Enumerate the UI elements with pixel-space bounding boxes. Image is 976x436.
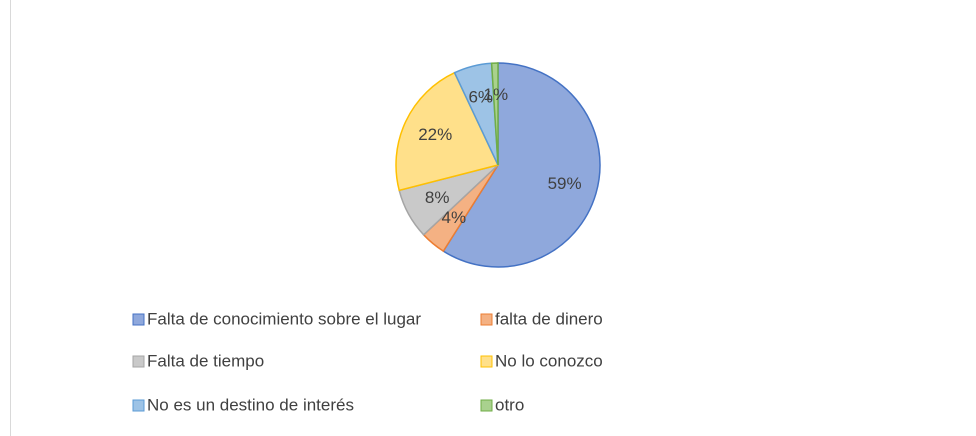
pie-slice (490, 62, 499, 166)
legend-label: otro (495, 395, 524, 414)
legend-label: Falta de tiempo (147, 351, 264, 370)
legend-label: Falta de conocimiento sobre el lugar (147, 309, 421, 328)
legend-swatch (480, 355, 493, 368)
legend-label: No lo conozco (495, 351, 603, 370)
data-label: 59% (548, 174, 582, 193)
data-label: 22% (418, 125, 452, 144)
legend-swatch (132, 399, 145, 412)
data-label: 1% (484, 85, 509, 104)
legend-label: No es un destino de interés (147, 395, 354, 414)
data-label: 6% (468, 87, 493, 106)
legend-swatch (480, 313, 493, 326)
pie-slice (442, 62, 601, 268)
legend-label: falta de dinero (495, 309, 603, 328)
legend-swatch (132, 313, 145, 326)
data-label: 4% (441, 208, 466, 227)
legend-swatch (480, 399, 493, 412)
legend-swatch (132, 355, 145, 368)
pie-slice (395, 71, 500, 192)
data-label: 8% (425, 188, 450, 207)
